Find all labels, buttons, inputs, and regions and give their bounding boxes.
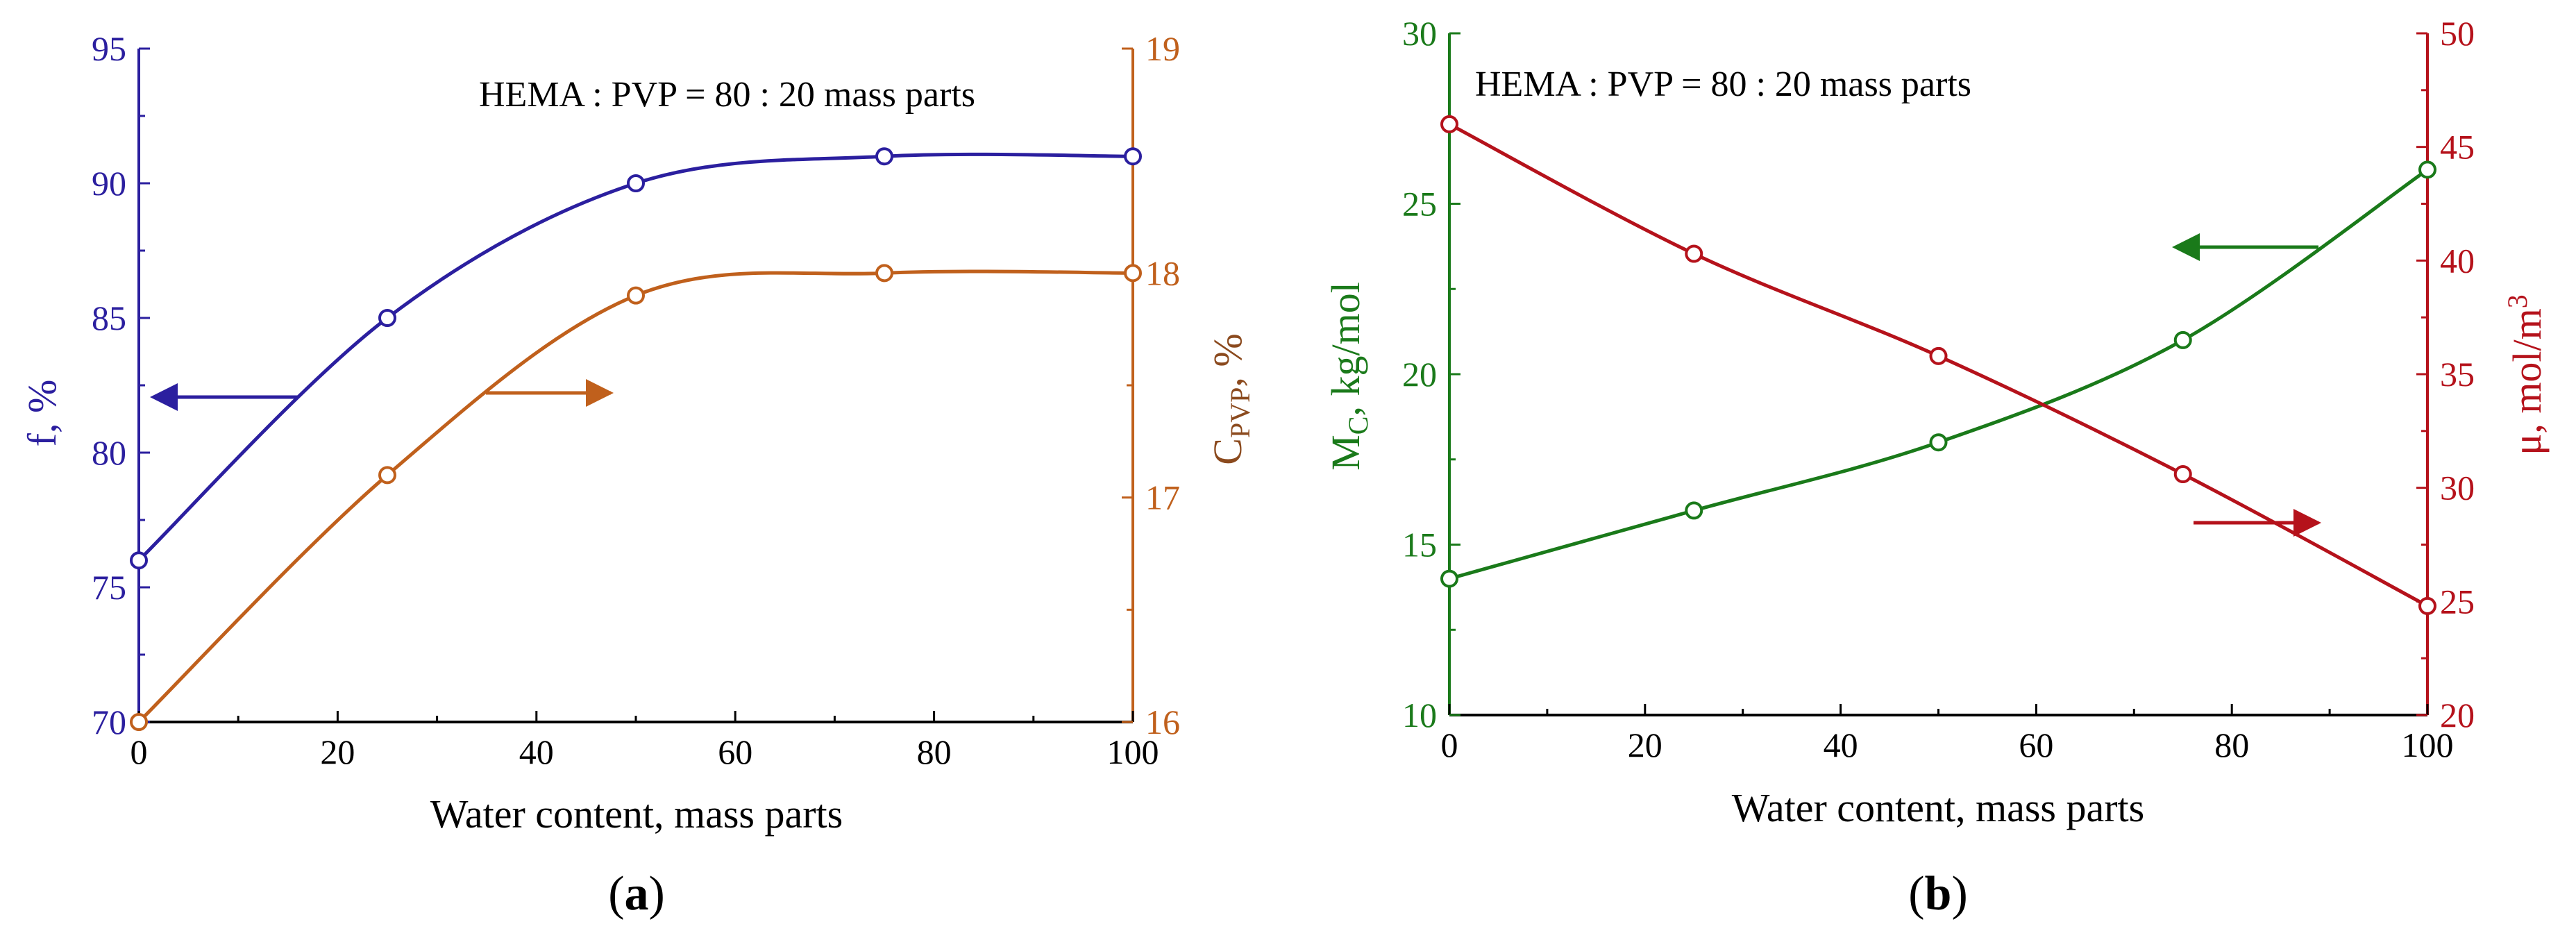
chart-a-series-right-point — [378, 466, 396, 485]
chart-b-left-tick-label: 30 — [1402, 14, 1437, 53]
chart-b-right-tick-label: 25 — [2440, 582, 2475, 621]
chart-a-series-left-point — [875, 147, 893, 166]
chart-a-left-axis-label: f, % — [19, 380, 65, 447]
chart-b-panel-label: (b) — [1908, 867, 1968, 921]
chart-b-series-right-point — [1440, 115, 1458, 133]
chart-b-right-tick-label: 40 — [2440, 241, 2475, 280]
chart-b-series-left-line — [1449, 168, 2429, 581]
chart-b-series-left-point — [1929, 433, 1948, 452]
chart-a-panel-label: (a) — [608, 867, 665, 921]
chart-a-series-left-line — [137, 152, 1134, 562]
chart-b-left-tick-label: 10 — [1402, 696, 1437, 734]
chart-a-x-tick-label: 40 — [519, 732, 554, 771]
chart-b-series-left-point — [2173, 330, 2192, 349]
chart-b-series-right-point — [2173, 465, 2192, 484]
chart-a-left-tick-label: 90 — [92, 164, 126, 203]
chart-a-x-tick-label: 80 — [917, 732, 952, 771]
chart-b-series-right-point — [2418, 596, 2436, 615]
chart-b-panel-label-close: ) — [1951, 867, 1967, 921]
chart-b-series-left-point — [1685, 501, 1703, 520]
chart-b-right-tick-label: 20 — [2440, 696, 2475, 734]
chart-b-right-tick-label: 45 — [2440, 128, 2475, 167]
chart-a-series-right-point — [1124, 264, 1142, 283]
chart-b-series-right-point — [1929, 346, 1948, 365]
chart-a-panel-label-open: ( — [608, 867, 624, 921]
chart-a-series-right-line — [137, 269, 1134, 723]
chart-a: 0 20 40 60 80 100 70 75 80 85 90 95 16 17 18 19 HEMA : … — [19, 29, 1256, 921]
chart-a-x-axis-label: Water content, mass parts — [430, 791, 843, 837]
chart-a-left-tick-label: 80 — [92, 433, 126, 472]
chart-a-series-right-point — [130, 713, 148, 731]
chart-b-left-axis-label: MC, kg/mol — [1323, 282, 1374, 471]
chart-a-marks: 0 20 40 60 80 100 70 75 80 85 90 95 16 17 18 19 — [92, 29, 1180, 771]
chart-a-series-left-point — [378, 309, 396, 327]
chart-b-left-axis-label-sub: C — [1342, 417, 1374, 435]
chart-b-panel-label-open: ( — [1908, 867, 1924, 921]
chart-b-annotation: HEMA : PVP = 80 : 20 mass parts — [1475, 65, 1971, 104]
chart-a-series-left-point — [130, 551, 148, 570]
chart-b-left-tick-label: 20 — [1402, 355, 1437, 394]
chart-b-right-tick-label: 35 — [2440, 355, 2475, 394]
chart-b-series-right-line — [1448, 122, 2429, 608]
chart-b-left-axis-label-rest: , kg/mol — [1323, 282, 1368, 416]
chart-a-right-axis-label-base: C — [1205, 438, 1250, 465]
chart-a-left-tick-label: 70 — [92, 703, 126, 741]
chart-b-left-tick-label: 15 — [1402, 526, 1437, 564]
chart-b-series-left-point — [2418, 160, 2436, 179]
chart-a-right-axis-label-sub: PVP — [1224, 387, 1256, 438]
chart-a-right-axis-label-rest: , % — [1205, 333, 1250, 387]
chart-b-right-tick-label: 50 — [2440, 14, 2475, 53]
chart-a-left-tick-label: 85 — [92, 299, 126, 337]
chart-b-left-axis-label-base: M — [1323, 435, 1368, 471]
chart-b-x-tick-label: 0 — [1441, 725, 1458, 764]
chart-b-right-tick-label: 30 — [2440, 469, 2475, 507]
chart-b-x-tick-label: 80 — [2214, 725, 2249, 764]
chart-a-series-right-point — [875, 264, 893, 283]
chart-a-x-tick-label: 100 — [1107, 732, 1159, 771]
chart-a-x-tick-label: 60 — [718, 732, 752, 771]
chart-a-x-tick-label: 20 — [320, 732, 355, 771]
chart-a-panel-label-letter: a — [625, 867, 649, 921]
chart-b-x-tick-label: 100 — [2402, 725, 2454, 764]
chart-a-panel-label-close: ) — [649, 867, 665, 921]
chart-b-series-left-point — [1440, 569, 1458, 588]
chart-a-right-tick-label: 18 — [1145, 253, 1180, 292]
chart-a-series-left-point — [1124, 147, 1142, 166]
chart-a-left-tick-label: 95 — [92, 29, 126, 68]
chart-b-marks: 0 20 40 60 80 100 10 15 20 25 30 20 25 30 35 40 45 50 — [1402, 14, 2475, 764]
chart-a-x-tick-label: 0 — [131, 732, 148, 771]
chart-b-right-axis-label: μ, mol/m3 — [2502, 294, 2550, 455]
chart-a-right-tick-label: 17 — [1145, 478, 1180, 517]
chart-b-x-axis-label: Water content, mass parts — [1732, 785, 2144, 830]
chart-b-series-right-point — [1685, 244, 1703, 263]
chart-b-x-tick-label: 60 — [2019, 725, 2053, 764]
chart-b: 0 20 40 60 80 100 10 15 20 25 30 20 25 30 35 40 45 50 HEM… — [1323, 14, 2550, 921]
chart-b-x-tick-label: 40 — [1824, 725, 1858, 764]
chart-a-series-right-point — [627, 286, 645, 305]
chart-a-left-tick-label: 75 — [92, 568, 126, 607]
chart-a-annotation: HEMA : PVP = 80 : 20 mass parts — [479, 75, 975, 115]
chart-b-panel-label-letter: b — [1925, 867, 1952, 921]
chart-a-right-axis-label: CPVP, % — [1205, 333, 1256, 464]
chart-b-right-axis-label-sup: 3 — [2502, 294, 2533, 308]
chart-a-series-left-point — [627, 174, 645, 192]
chart-b-left-tick-label: 25 — [1402, 185, 1437, 224]
chart-b-right-axis-label-base: μ, mol/m — [2505, 308, 2550, 455]
chart-b-x-tick-label: 20 — [1628, 725, 1662, 764]
chart-a-right-tick-label: 16 — [1145, 703, 1180, 741]
chart-a-right-tick-label: 19 — [1145, 29, 1180, 68]
